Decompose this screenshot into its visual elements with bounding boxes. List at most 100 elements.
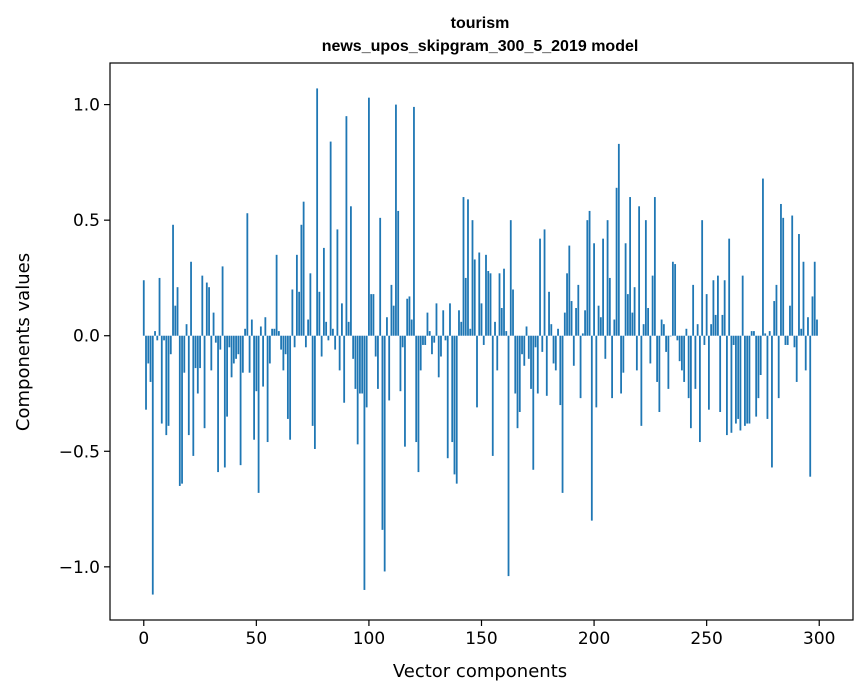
bar: [512, 289, 514, 336]
bar: [248, 335, 251, 373]
bar: [491, 335, 494, 456]
bar: [203, 335, 206, 429]
bar: [187, 335, 190, 436]
bar: [257, 335, 260, 493]
bar: [755, 335, 758, 417]
bar: [590, 335, 593, 521]
x-tick-label: 50: [246, 629, 268, 649]
bar: [647, 307, 650, 336]
bar: [595, 335, 598, 408]
bar: [563, 312, 566, 336]
bar: [259, 326, 262, 336]
bar: [458, 310, 460, 336]
bar: [554, 335, 557, 371]
y-tick-label: 0.0: [73, 327, 100, 347]
bar: [780, 203, 782, 336]
bar: [417, 335, 420, 473]
bar: [334, 335, 337, 350]
bar: [586, 220, 589, 336]
bar: [705, 294, 708, 336]
bar: [268, 335, 271, 364]
bar: [399, 335, 402, 392]
bar: [462, 197, 465, 336]
bar: [237, 335, 240, 355]
bar: [332, 328, 334, 336]
bar: [584, 310, 586, 336]
bar: [440, 335, 442, 357]
bar: [813, 261, 816, 336]
bar: [773, 301, 776, 336]
bar: [662, 324, 665, 336]
bar: [602, 238, 604, 336]
bar: [428, 331, 431, 336]
bar: [721, 314, 724, 336]
bar: [798, 234, 800, 336]
bar: [541, 335, 544, 352]
bar: [169, 335, 172, 355]
bar: [649, 335, 652, 364]
bar: [282, 335, 285, 371]
bar: [730, 335, 733, 433]
bar: [599, 317, 602, 336]
bar: [217, 335, 219, 473]
bar: [694, 335, 697, 389]
bar: [147, 335, 150, 364]
bar: [678, 335, 681, 362]
bar: [660, 319, 663, 336]
bar: [449, 303, 451, 336]
bar: [753, 331, 755, 336]
bar: [762, 178, 764, 336]
bar: [277, 331, 280, 336]
bar: [453, 335, 456, 475]
bar: [687, 335, 690, 399]
bar: [674, 264, 677, 336]
bar: [764, 333, 767, 336]
bar: [597, 305, 600, 336]
bar: [631, 312, 634, 336]
bar: [771, 335, 773, 468]
bar: [703, 335, 706, 345]
bar: [424, 335, 427, 345]
bar: [784, 335, 787, 345]
bar: [789, 305, 791, 336]
bar: [142, 280, 145, 336]
y-tick-label: −1.0: [59, 558, 100, 578]
bar: [221, 266, 224, 336]
bar: [498, 273, 501, 336]
bar: [620, 335, 622, 394]
bar: [807, 317, 809, 336]
bar: [680, 335, 683, 371]
bar: [383, 335, 386, 572]
bar: [469, 328, 472, 336]
bar: [228, 335, 231, 348]
bar: [642, 324, 645, 336]
bar: [163, 335, 165, 341]
bar: [431, 335, 433, 355]
bar: [444, 335, 447, 341]
bar: [750, 331, 753, 336]
bar: [255, 335, 258, 392]
y-tick-label: 0.5: [73, 211, 100, 231]
bar: [653, 197, 656, 336]
bar: [699, 335, 701, 443]
bar: [178, 335, 181, 486]
bar: [534, 335, 537, 348]
bar: [446, 335, 449, 459]
bar: [343, 335, 346, 403]
bar: [397, 210, 400, 336]
bar: [557, 328, 559, 336]
bar: [782, 217, 785, 336]
bar: [370, 294, 373, 336]
bar: [732, 335, 735, 345]
bar: [293, 335, 296, 348]
bar: [295, 254, 298, 336]
y-tick-label: 1.0: [73, 96, 100, 116]
x-axis-ticks: 0 50 100 150 200 250 300: [138, 620, 835, 649]
bar: [570, 301, 573, 336]
bar: [208, 287, 210, 336]
bar: [214, 335, 217, 343]
bar: [320, 335, 323, 357]
bar: [302, 201, 305, 336]
bar: [266, 335, 269, 443]
